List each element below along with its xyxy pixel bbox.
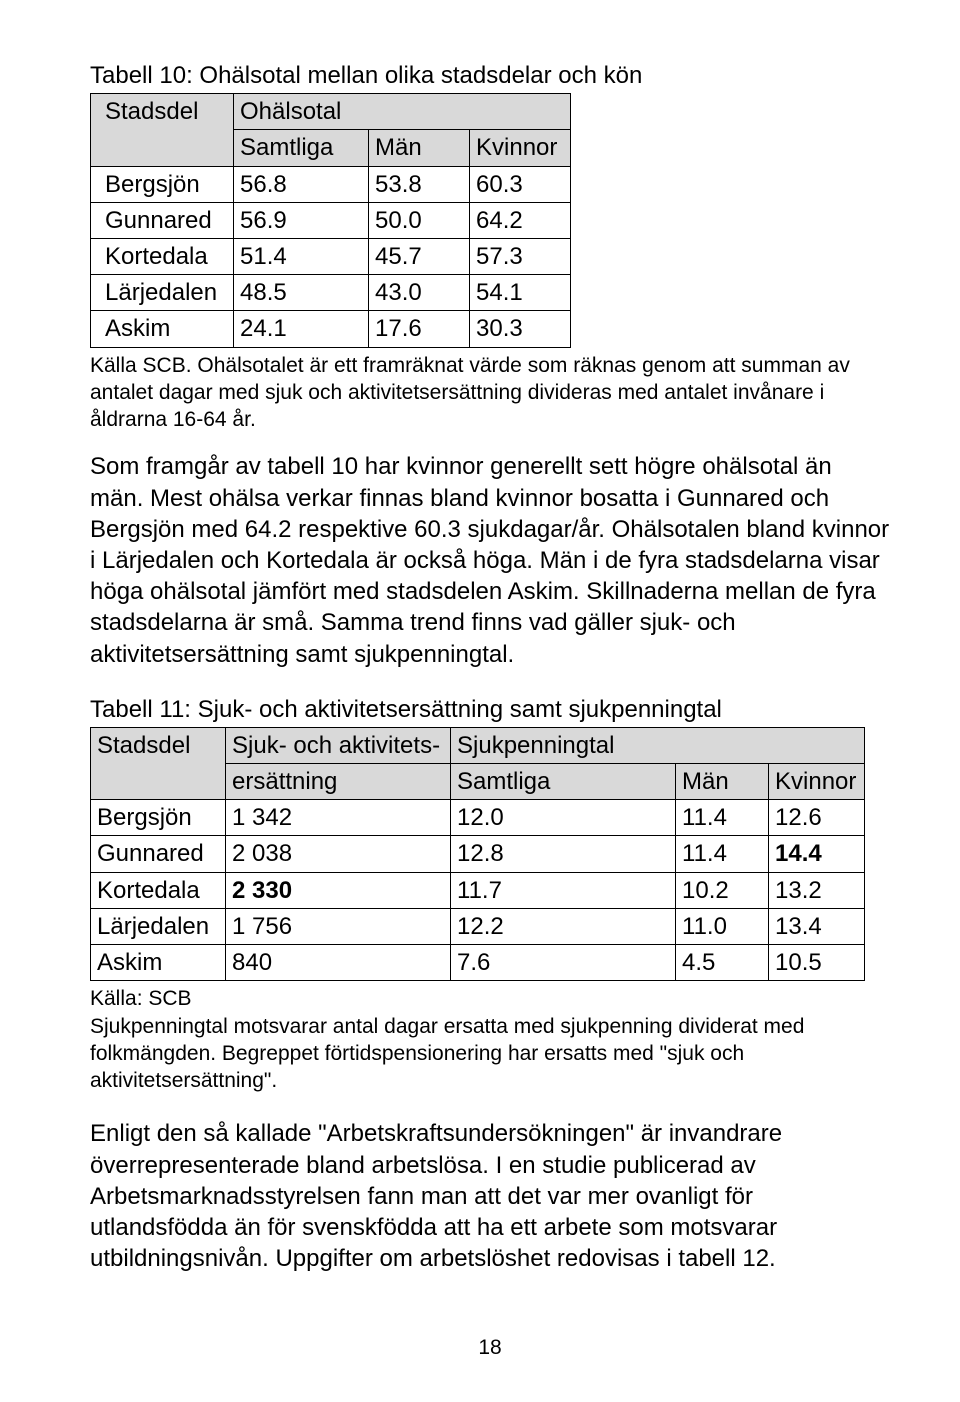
table10: Stadsdel Ohälsotal Samtliga Män Kvinnor … (90, 93, 571, 347)
cell-kvinnor: 54.1 (470, 275, 571, 311)
t11-h-kvinnor: Kvinnor (769, 764, 865, 800)
cell-man: 11.4 (676, 836, 769, 872)
cell-man: 43.0 (369, 275, 470, 311)
cell-samtliga: 12.2 (451, 908, 676, 944)
t10-h-stadsdel: Stadsdel (91, 94, 234, 166)
table-row: Lärjedalen1 75612.211.013.4 (91, 908, 865, 944)
cell-kvinnor: 64.2 (470, 202, 571, 238)
t11-h-samtliga: Samtliga (451, 764, 676, 800)
t11-h-stadsdel: Stadsdel (91, 727, 226, 799)
cell-name: Kortedala (91, 238, 234, 274)
t11-h-sjukpenningtal: Sjukpenningtal (451, 727, 865, 763)
cell-samtliga: 56.9 (234, 202, 369, 238)
cell-name: Askim (91, 311, 234, 347)
cell-name: Lärjedalen (91, 908, 226, 944)
cell-name: Kortedala (91, 872, 226, 908)
table11-source2: Sjukpenningtal motsvarar antal dagar ers… (90, 1013, 890, 1095)
cell-kvinnor: 10.5 (769, 945, 865, 981)
cell-ersattning: 1 342 (226, 800, 451, 836)
t11-h-sjuk2: ersättning (226, 764, 451, 800)
table11-caption: Tabell 11: Sjuk- och aktivitetsersättnin… (90, 694, 890, 725)
table-row: Kortedala51.445.757.3 (91, 238, 571, 274)
t10-h-samtliga: Samtliga (234, 130, 369, 166)
cell-samtliga: 51.4 (234, 238, 369, 274)
table11: Stadsdel Sjuk- och aktivitets- Sjukpenni… (90, 727, 865, 981)
cell-name: Gunnared (91, 202, 234, 238)
cell-samtliga: 12.8 (451, 836, 676, 872)
cell-name: Bergsjön (91, 800, 226, 836)
paragraph-1: Som framgår av tabell 10 har kvinnor gen… (90, 451, 890, 669)
page-number: 18 (90, 1334, 890, 1361)
cell-ersattning: 2 330 (226, 872, 451, 908)
table11-source1: Källa: SCB (90, 985, 890, 1012)
table-row: Bergsjön56.853.860.3 (91, 166, 571, 202)
cell-name: Lärjedalen (91, 275, 234, 311)
cell-samtliga: 12.0 (451, 800, 676, 836)
cell-samtliga: 7.6 (451, 945, 676, 981)
cell-kvinnor: 57.3 (470, 238, 571, 274)
cell-kvinnor: 12.6 (769, 800, 865, 836)
cell-man: 10.2 (676, 872, 769, 908)
table-row: Lärjedalen48.543.054.1 (91, 275, 571, 311)
paragraph-2: Enligt den så kallade "Arbetskraftsunder… (90, 1118, 890, 1274)
cell-man: 53.8 (369, 166, 470, 202)
cell-ersattning: 1 756 (226, 908, 451, 944)
cell-ersattning: 2 038 (226, 836, 451, 872)
cell-man: 17.6 (369, 311, 470, 347)
t10-h-man: Män (369, 130, 470, 166)
cell-ersattning: 840 (226, 945, 451, 981)
t11-h-man: Män (676, 764, 769, 800)
table-row: Askim8407.64.510.5 (91, 945, 865, 981)
cell-name: Askim (91, 945, 226, 981)
cell-name: Bergsjön (91, 166, 234, 202)
table-row: Askim24.117.630.3 (91, 311, 571, 347)
cell-samtliga: 24.1 (234, 311, 369, 347)
table-row: Kortedala2 33011.710.213.2 (91, 872, 865, 908)
cell-samtliga: 11.7 (451, 872, 676, 908)
table-row: Gunnared2 03812.811.414.4 (91, 836, 865, 872)
cell-man: 11.0 (676, 908, 769, 944)
cell-man: 50.0 (369, 202, 470, 238)
cell-man: 4.5 (676, 945, 769, 981)
cell-kvinnor: 30.3 (470, 311, 571, 347)
t10-h-kvinnor: Kvinnor (470, 130, 571, 166)
cell-samtliga: 56.8 (234, 166, 369, 202)
t10-h-ohalsotal: Ohälsotal (234, 94, 571, 130)
table-row: Bergsjön1 34212.011.412.6 (91, 800, 865, 836)
t11-h-sjuk1: Sjuk- och aktivitets- (226, 727, 451, 763)
cell-kvinnor: 60.3 (470, 166, 571, 202)
cell-kvinnor: 14.4 (769, 836, 865, 872)
cell-man: 11.4 (676, 800, 769, 836)
cell-kvinnor: 13.2 (769, 872, 865, 908)
table10-caption: Tabell 10: Ohälsotal mellan olika stadsd… (90, 60, 890, 91)
cell-samtliga: 48.5 (234, 275, 369, 311)
cell-kvinnor: 13.4 (769, 908, 865, 944)
cell-name: Gunnared (91, 836, 226, 872)
cell-man: 45.7 (369, 238, 470, 274)
table10-source: Källa SCB. Ohälsotalet är ett framräknat… (90, 352, 890, 434)
table-row: Gunnared56.950.064.2 (91, 202, 571, 238)
